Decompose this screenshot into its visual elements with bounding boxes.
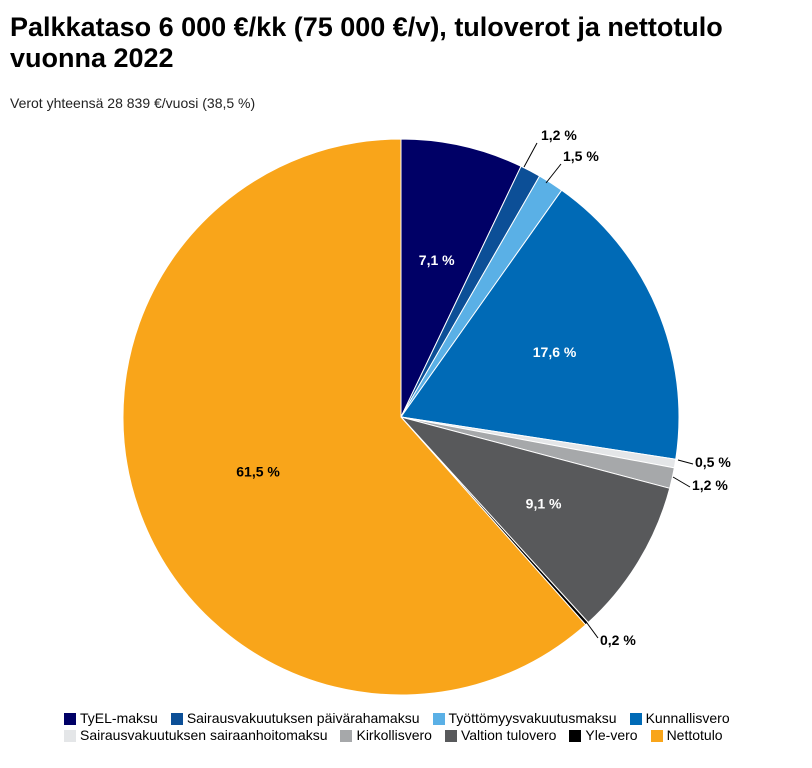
slice-label-6: 1,2 %: [692, 477, 728, 493]
legend-label-2: Sairausvakuutuksen päivärahamaksu: [186, 710, 420, 726]
slice-label-9: 61,5 %: [236, 463, 280, 479]
legend-label-8: Yle-vero: [585, 727, 638, 743]
legend-label-5: Sairausvakuutuksen sairaanhoitomaksu: [80, 727, 328, 743]
legend-item-8: Yle-vero: [569, 727, 638, 744]
pie-slice-9: [122, 138, 587, 696]
legend-swatch-3: [432, 712, 445, 725]
legend-swatch-5: [64, 729, 76, 742]
pie-slice-7: [399, 416, 671, 624]
legend-item-5: Sairausvakuutuksen sairaanhoitomaksu: [64, 727, 327, 744]
leader-line-5: [677, 459, 694, 465]
legend-item-2: Sairausvakuutuksen päivärahamaksu: [170, 710, 420, 727]
legend-swatch-7: [444, 729, 457, 742]
legend-swatch-2: [170, 712, 183, 725]
legend-label-3: Työttömyysvakuutusmaksu: [448, 710, 617, 726]
legend-item-7: Valtion tulovero: [444, 727, 557, 744]
legend-item-6: Kirkollisvero: [340, 727, 432, 744]
legend-label-9: Nettotulo: [666, 727, 723, 743]
leader-line-8: [586, 622, 599, 639]
legend-label-6: Kirkollisvero: [356, 727, 432, 743]
legend-swatch-6: [340, 729, 353, 742]
legend-swatch-4: [629, 712, 642, 725]
legend-item-9: Nettotulo: [650, 727, 723, 744]
pie-slice-1: [400, 138, 522, 418]
leader-line-6: [672, 476, 691, 488]
pie-chart: 7,1 % 1,2 % 1,5 % 17,6 % 0,5 % 1,2 % 9,1 % 0,2 …: [122, 127, 731, 696]
legend-item-1: TyEL-maksu: [64, 710, 158, 727]
chart-subtitle: Verot yhteensä 28 839 €/vuosi (38,5 %): [10, 95, 256, 111]
leader-line-3: [545, 163, 562, 184]
slice-label-1: 7,1 %: [419, 252, 455, 268]
slice-label-7: 9,1 %: [526, 496, 562, 512]
legend-label-1: TyEL-maksu: [80, 710, 158, 726]
slice-label-2: 1,2 %: [541, 127, 577, 143]
legend-label-4: Kunnallisvero: [645, 710, 730, 726]
slice-label-8: 0,2 %: [600, 632, 636, 648]
legend-label-7: Valtion tulovero: [460, 727, 557, 743]
leader-line-2: [523, 142, 538, 168]
legend-item-3: Työttömyysvakuutusmaksu: [432, 710, 617, 727]
slice-label-4: 17,6 %: [533, 344, 577, 360]
slice-label-5: 0,5 %: [695, 454, 731, 470]
legend-swatch-9: [650, 729, 663, 742]
legend-item-4: Kunnallisvero: [629, 710, 730, 727]
pie-slice-4: [400, 189, 680, 460]
slice-label-3: 1,5 %: [563, 148, 599, 164]
legend-swatch-8: [569, 729, 582, 742]
legend-swatch-1: [64, 712, 76, 725]
chart-title: Palkkataso 6 000 €/kk (75 000 €/v), tulo…: [10, 12, 723, 73]
legend: TyEL-maksu Sairausvakuutuksen päivärahama…: [64, 710, 804, 744]
